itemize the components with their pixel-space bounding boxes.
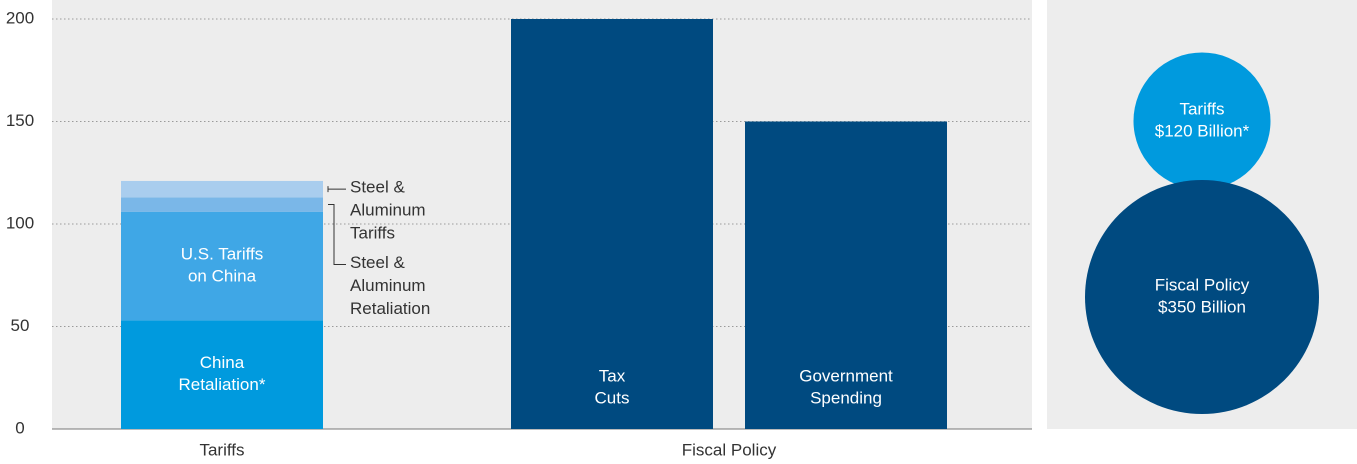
bubble-label-fiscal-policy-bubble: Fiscal Policy $350 Billion [1155, 275, 1250, 316]
bubble-label-tariffs-bubble: Tariffs $120 Billion* [1155, 99, 1250, 140]
bubble-tariffs-bubble [1133, 52, 1271, 190]
callout-label-steel-aluminum-retaliation: Steel & Aluminum Retaliation [350, 253, 430, 318]
stack-segment-steel-aluminum-retaliation [121, 197, 323, 212]
bubble-fiscal-policy-bubble [1085, 180, 1319, 414]
stack-segment-us-tariffs-on-china [121, 211, 323, 321]
stack-segment-china-retaliation [121, 320, 323, 429]
y-tick-label: 100 [6, 213, 34, 232]
stack-label-china-retaliation: China Retaliation* [179, 353, 266, 394]
y-tick-label: 200 [6, 8, 34, 27]
bar-label-tax-cuts: Tax Cuts [595, 366, 630, 407]
x-group-label: Fiscal Policy [682, 440, 777, 459]
y-tick-label: 50 [11, 316, 30, 335]
y-tick-label: 150 [6, 111, 34, 130]
stack-segment-steel-aluminum-tariffs [121, 180, 323, 198]
x-group-label: Tariffs [199, 440, 244, 459]
callout-connector-retaliation [328, 204, 346, 266]
callout-label-steel-aluminum-tariffs: Steel & Aluminum Tariffs [350, 178, 426, 243]
bar-label-government-spending: Government Spending [799, 366, 893, 407]
bar-government-spending [745, 121, 947, 429]
stack-label-us-tariffs-on-china: U.S. Tariffs on China [181, 245, 264, 286]
bar-tax-cuts [511, 19, 713, 429]
y-tick-label: 0 [15, 418, 24, 437]
